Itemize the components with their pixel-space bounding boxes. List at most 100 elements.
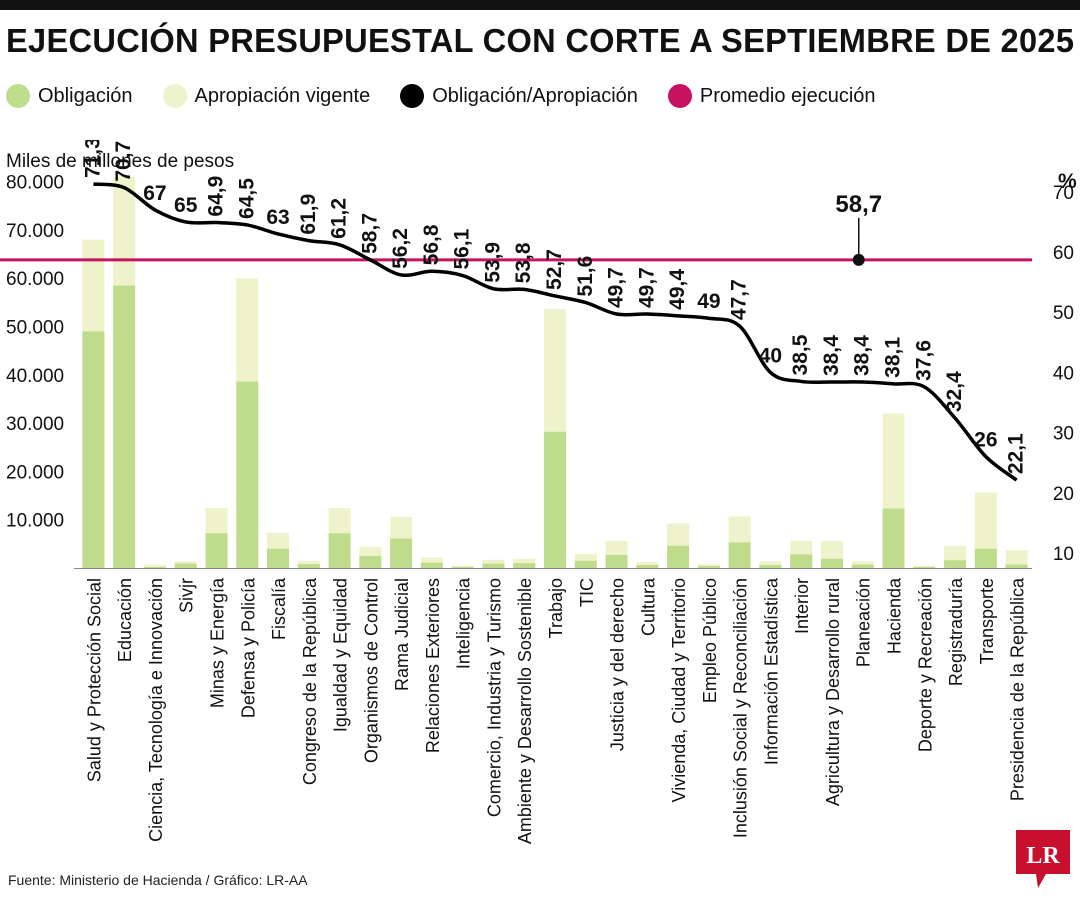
category-label: Relaciones Exteriores xyxy=(423,578,443,753)
bar-obligacion xyxy=(143,567,166,568)
ratio-data-label: 38,4 xyxy=(820,335,843,376)
bar-obligacion xyxy=(605,554,628,568)
category-label: Minas y Energía xyxy=(207,577,227,708)
category-label: Justicia y del derecho xyxy=(608,578,628,751)
category-label: Cultura xyxy=(638,577,658,636)
legend-item-apropiacion: Apropiación vigente xyxy=(162,84,371,108)
bar-obligacion xyxy=(236,381,259,568)
category-label: Congreso de la República xyxy=(300,577,320,785)
y-left-tick-label: 70.000 xyxy=(6,221,64,242)
ratio-data-label: 56,1 xyxy=(451,228,474,269)
lr-logo: LR xyxy=(1016,830,1070,888)
bar-obligacion xyxy=(636,565,659,568)
bar-obligacion xyxy=(728,542,751,568)
bar-obligacion xyxy=(482,563,505,568)
category-label: Rama Judicial xyxy=(392,578,412,691)
y-right-tick-label: 70 xyxy=(1053,183,1074,204)
bar-obligacion xyxy=(359,555,382,568)
bar-obligacion xyxy=(697,566,720,568)
ratio-data-label: 26 xyxy=(974,429,997,452)
average-marker xyxy=(852,253,865,266)
y-right-tick-label: 20 xyxy=(1053,484,1074,505)
top-rule xyxy=(0,0,1080,10)
category-label: Vivienda, Ciudad y Territorio xyxy=(669,578,689,802)
average-value-label: 58,7 xyxy=(835,191,882,218)
category-label: Sivjr xyxy=(177,578,197,613)
ratio-data-label: 71,3 xyxy=(81,140,104,178)
category-label: Empleo Público xyxy=(700,578,720,703)
y-axis-right-label: % xyxy=(1058,170,1077,193)
category-label: Registraduría xyxy=(946,577,966,686)
ratio-line-group: 71,3 70,7 67 65 64,9 64,5 63 61,9 61,2 58,7 56,2 56… xyxy=(81,140,1028,482)
y-right-tick-label: 30 xyxy=(1053,424,1074,445)
bar-obligacion xyxy=(544,431,566,568)
bar-apropiacion xyxy=(1005,550,1028,568)
bar-apropiacion xyxy=(451,565,474,568)
category-label: Fiscalía xyxy=(269,577,289,640)
ratio-data-label: 49,4 xyxy=(666,269,689,310)
ratio-data-label: 56,8 xyxy=(420,224,443,265)
category-label: Inteligencia xyxy=(454,577,474,669)
category-labels: Salud y Protección Social Educación Cienci… xyxy=(84,577,1027,844)
category-label: Información Estadística xyxy=(761,577,781,765)
bar-series xyxy=(82,176,1028,569)
ratio-data-label: 63 xyxy=(266,206,289,229)
bar-apropiacion xyxy=(759,561,782,568)
ratio-data-label: 52,7 xyxy=(543,249,566,290)
legend-label-ratio: Obligación/Apropiación xyxy=(432,84,638,107)
bar-obligacion xyxy=(913,567,936,568)
bar-obligacion xyxy=(944,560,967,568)
ratio-data-label: 58,7 xyxy=(358,213,381,254)
y-left-tick-label: 80.000 xyxy=(6,173,64,194)
category-label: Interior xyxy=(792,578,812,634)
chart-title: EJECUCIÓN PRESUPUESTAL CON CORTE A SEPTI… xyxy=(6,22,1075,59)
ratio-data-label: 70,7 xyxy=(112,141,135,182)
legend-swatch-ratio xyxy=(400,84,425,108)
category-label: Hacienda xyxy=(885,577,905,654)
bar-obligacion xyxy=(820,558,843,568)
legend-swatch-promedio xyxy=(667,84,692,108)
ratio-data-label: 61,2 xyxy=(328,198,351,239)
bar-obligacion xyxy=(513,563,536,568)
category-label: Ambiente y Desarrollo Sostenible xyxy=(515,578,535,844)
logo-text: LR xyxy=(1026,843,1060,869)
bar-obligacion xyxy=(82,331,105,568)
category-label: Inclusión Social y Reconciliación xyxy=(731,578,751,838)
bar-obligacion xyxy=(205,533,228,568)
ratio-data-label: 65 xyxy=(174,194,198,217)
category-label: Agricultura y Desarrollo rural xyxy=(823,578,843,806)
bar-obligacion xyxy=(420,562,443,568)
bar-obligacion xyxy=(328,533,351,568)
ratio-data-label: 40 xyxy=(759,344,782,367)
legend-label-apropiacion: Apropiación vigente xyxy=(194,84,371,107)
ratio-data-label: 67 xyxy=(143,182,166,205)
bar-obligacion xyxy=(174,563,197,568)
y-left-tick-label: 60.000 xyxy=(6,269,64,290)
legend-item-obligacion: Obligación xyxy=(6,84,133,108)
y-right-tick-label: 10 xyxy=(1053,544,1074,565)
ratio-data-label: 38,5 xyxy=(789,334,812,375)
legend-swatch-apropiacion xyxy=(162,84,187,108)
ratio-data-label: 53,8 xyxy=(512,242,535,283)
category-label: Ciencia, Tecnología e Innovación xyxy=(146,578,166,842)
ratio-data-label: 64,9 xyxy=(204,176,227,217)
bar-obligacion xyxy=(882,508,905,568)
bar-obligacion xyxy=(113,285,136,568)
category-label: Defensa y Policía xyxy=(238,577,258,718)
bar-obligacion xyxy=(974,548,997,568)
ratio-data-label: 38,1 xyxy=(882,337,905,378)
y-left-tick-label: 10.000 xyxy=(6,511,64,532)
ratio-data-label: 56,2 xyxy=(389,228,412,269)
ratio-data-label: 32,4 xyxy=(943,371,966,412)
y-axis-left-label: Miles de millones de pesos xyxy=(6,151,234,172)
bar-obligacion xyxy=(574,560,597,568)
bar-obligacion xyxy=(851,564,874,568)
ratio-data-label: 64,5 xyxy=(235,178,258,219)
y-left-tick-label: 20.000 xyxy=(6,462,64,483)
ratio-line xyxy=(93,182,1018,482)
category-label: Presidencia de la República xyxy=(1008,577,1028,801)
y-axis-ticks: 10.000 20.000 30.000 40.000 50.000 60.000 70.0… xyxy=(6,173,1074,565)
category-label: Trabajo xyxy=(546,578,566,638)
source-note: Fuente: Ministerio de Hacienda / Gráfico… xyxy=(8,872,308,888)
bar-apropiacion xyxy=(913,565,936,568)
